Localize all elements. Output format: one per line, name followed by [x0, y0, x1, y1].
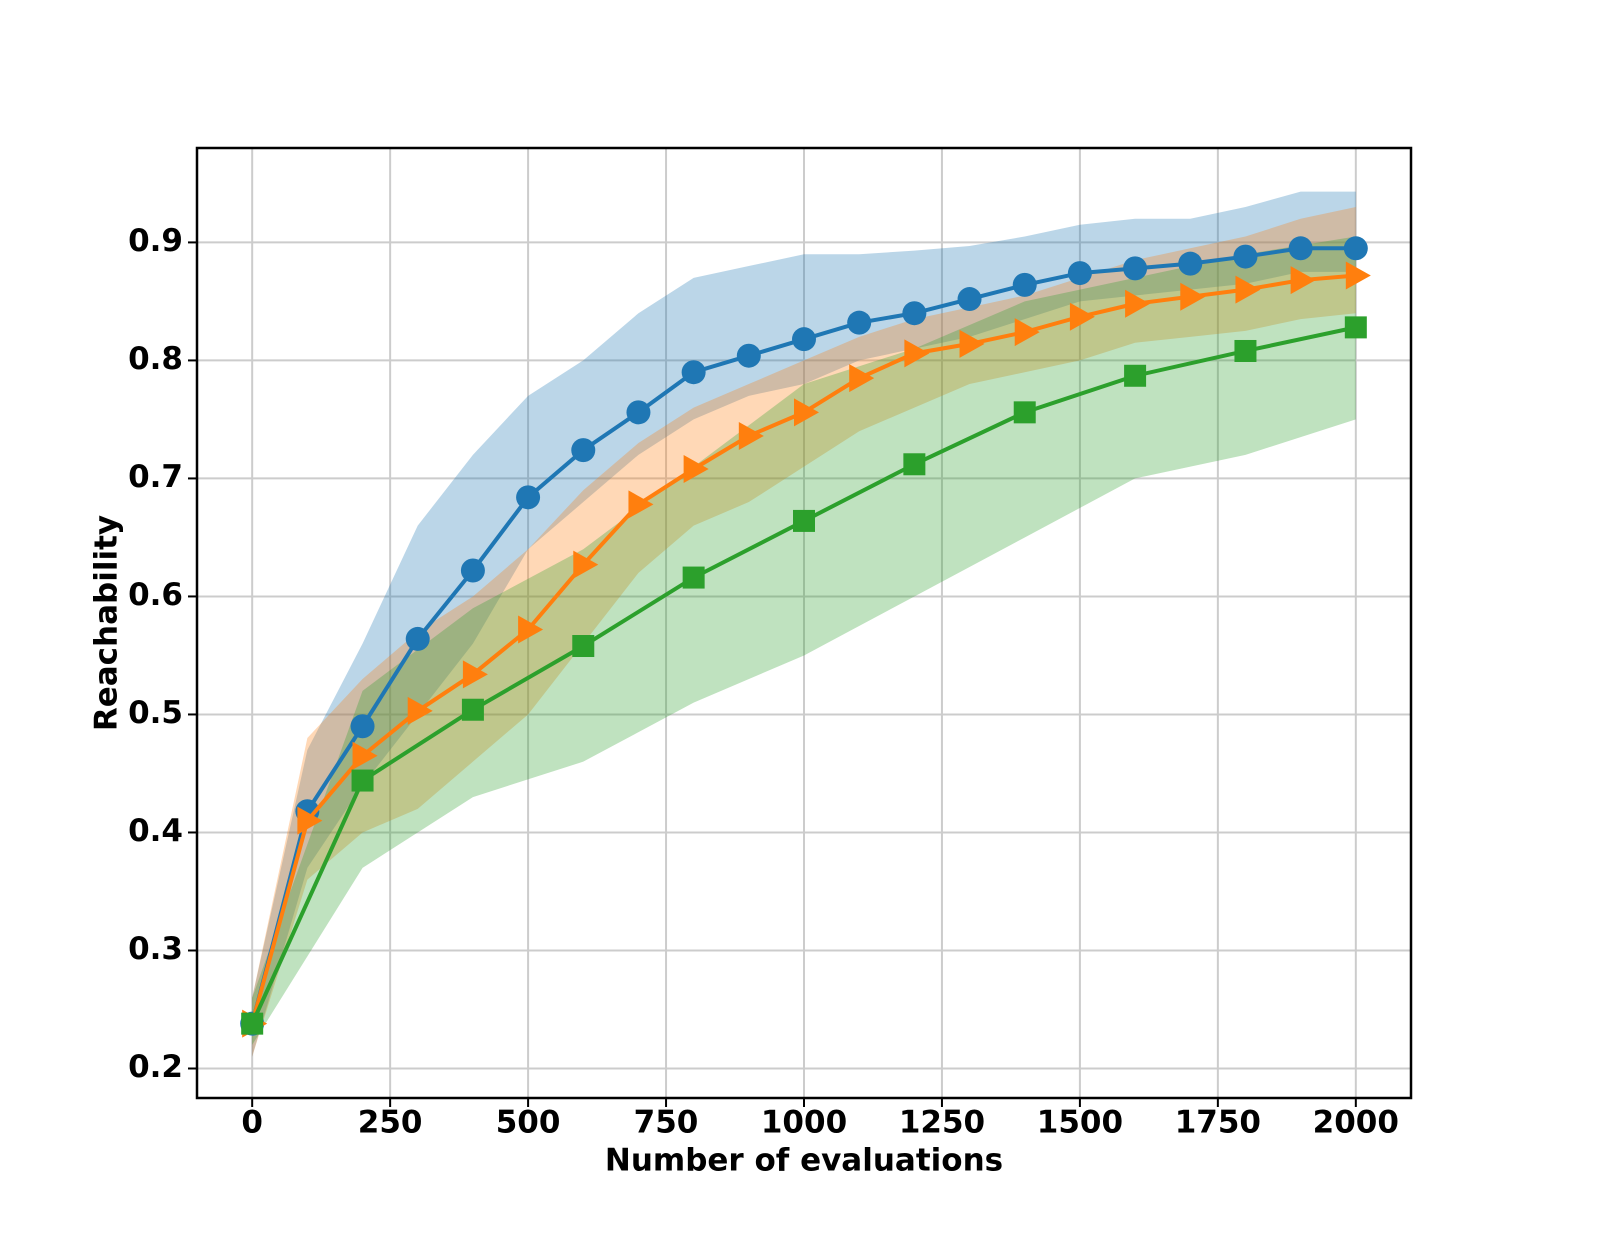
marker: [959, 329, 985, 358]
marker: [1345, 261, 1371, 290]
y-axis-label: Reachability: [89, 515, 125, 731]
marker: [1067, 261, 1092, 286]
marker: [626, 400, 651, 425]
y-tick-label: 0.9: [128, 223, 183, 259]
marker: [573, 550, 599, 579]
marker: [683, 454, 709, 483]
marker: [849, 364, 875, 393]
marker: [681, 360, 706, 385]
marker: [628, 490, 654, 519]
x-tick-label: 250: [358, 1105, 423, 1141]
marker: [957, 287, 982, 312]
marker: [461, 698, 484, 721]
band: [252, 191, 1356, 1057]
marker: [793, 509, 815, 532]
marker: [1180, 282, 1206, 311]
marker: [1344, 316, 1367, 339]
marker: [572, 635, 595, 658]
marker: [1014, 318, 1040, 347]
marker: [794, 398, 819, 427]
marker: [352, 741, 378, 770]
marker: [1178, 251, 1203, 276]
marker: [1124, 364, 1147, 387]
marker: [902, 301, 927, 326]
plot-frame: [195, 146, 1413, 1100]
marker: [241, 1012, 264, 1035]
marker: [903, 453, 926, 476]
marker: [1125, 289, 1151, 318]
y-tick-label: 0.5: [128, 695, 183, 731]
x-tick-label: 0: [241, 1105, 263, 1141]
band: [252, 236, 1356, 1045]
x-tick-label: 2000: [1313, 1105, 1399, 1141]
marker: [350, 714, 375, 739]
x-tick-label: 1500: [1037, 1105, 1123, 1141]
y-tick-label: 0.7: [128, 459, 183, 495]
y-tick-label: 0.3: [128, 931, 183, 967]
marker: [1233, 244, 1258, 269]
marker: [518, 615, 544, 644]
marker: [407, 696, 433, 725]
x-axis-label: Number of evaluations: [605, 1143, 1003, 1179]
marker: [1234, 339, 1257, 362]
marker: [904, 339, 930, 368]
marker: [1290, 266, 1316, 295]
marker: [460, 558, 485, 583]
marker: [462, 660, 488, 689]
y-tick-label: 0.4: [128, 813, 183, 849]
marker: [297, 806, 323, 835]
x-tick-label: 1750: [1175, 1105, 1261, 1141]
y-tick-label: 0.2: [128, 1049, 183, 1085]
x-tick-label: 500: [496, 1105, 561, 1141]
marker: [1013, 401, 1036, 424]
marker: [1123, 256, 1148, 281]
marker: [1288, 236, 1313, 261]
marker: [736, 343, 761, 368]
marker: [1069, 302, 1095, 331]
x-tick-label: 1250: [899, 1105, 985, 1141]
marker: [405, 626, 430, 651]
y-tick-label: 0.6: [128, 577, 183, 613]
marker: [1235, 275, 1261, 304]
marker: [792, 327, 816, 352]
marker: [516, 485, 541, 510]
marker: [1343, 236, 1368, 261]
marker: [682, 566, 705, 589]
marker: [738, 421, 764, 450]
x-tick-label: 1000: [761, 1105, 847, 1141]
y-tick-label: 0.8: [128, 341, 183, 377]
marker: [1012, 272, 1037, 297]
marker: [847, 310, 872, 335]
marker: [351, 769, 374, 792]
x-tick-label: 750: [634, 1105, 699, 1141]
marker: [571, 438, 596, 463]
